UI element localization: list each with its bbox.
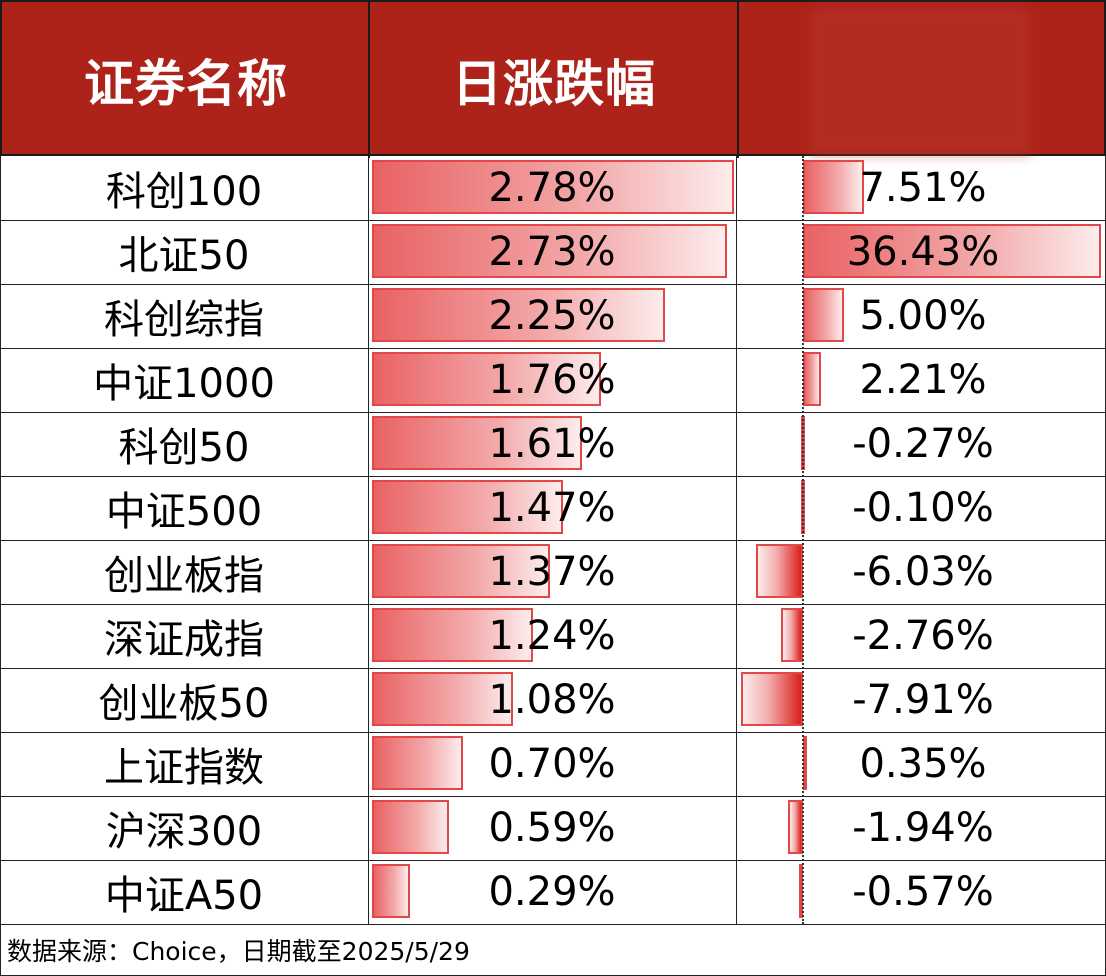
row-divider bbox=[0, 540, 1106, 541]
daily-change-bar bbox=[372, 864, 410, 918]
row-divider bbox=[0, 476, 1106, 477]
security-name: 中证A50 bbox=[104, 873, 264, 919]
daily-change-bar bbox=[372, 736, 463, 790]
security-name: 深证成指 bbox=[104, 617, 264, 663]
third-column-value: -0.27% bbox=[852, 421, 994, 467]
table-row: 科创100 2.78% 7.51% bbox=[0, 156, 1106, 220]
third-column-bar bbox=[803, 224, 1101, 278]
security-name: 沪深300 bbox=[105, 809, 263, 855]
row-divider bbox=[0, 412, 1106, 413]
row-divider bbox=[0, 668, 1106, 669]
security-name: 科创100 bbox=[105, 169, 263, 215]
daily-change-bar bbox=[372, 672, 513, 726]
table-row: 科创50 1.61% -0.27% bbox=[0, 412, 1106, 476]
third-column-value: -0.57% bbox=[852, 869, 994, 915]
table-header: 证券名称 日涨跌幅 bbox=[0, 0, 1106, 158]
security-name: 上证指数 bbox=[104, 745, 264, 791]
daily-change-value: 2.25% bbox=[488, 293, 616, 339]
security-name: 科创综指 bbox=[104, 297, 264, 343]
daily-change-bar bbox=[372, 608, 533, 662]
third-column-value: 7.51% bbox=[859, 165, 987, 211]
row-divider bbox=[0, 284, 1106, 285]
row-divider bbox=[0, 860, 1106, 861]
table-row: 上证指数 0.70% 0.35% bbox=[0, 732, 1106, 796]
third-column-value: -0.10% bbox=[852, 485, 994, 531]
row-divider bbox=[0, 732, 1106, 733]
third-column-bar bbox=[741, 672, 803, 726]
security-name: 北证50 bbox=[118, 233, 250, 279]
security-name: 科创50 bbox=[118, 425, 250, 471]
third-column-bar bbox=[803, 736, 807, 790]
daily-change-value: 1.08% bbox=[488, 677, 616, 723]
third-column-bar bbox=[788, 800, 803, 854]
column-divider bbox=[368, 156, 369, 924]
column-divider bbox=[0, 156, 1, 924]
daily-change-bar bbox=[372, 480, 563, 534]
table-row: 北证50 2.73% 36.43% bbox=[0, 220, 1106, 284]
row-divider bbox=[0, 348, 1106, 349]
daily-change-value: 0.59% bbox=[488, 805, 616, 851]
daily-change-bar bbox=[372, 544, 550, 598]
daily-change-bar bbox=[372, 800, 449, 854]
daily-change-bar bbox=[372, 160, 734, 214]
header-divider bbox=[368, 2, 370, 158]
row-divider bbox=[0, 220, 1106, 221]
daily-change-value: 1.61% bbox=[488, 421, 616, 467]
table-row: 创业板指 1.37% -6.03% bbox=[0, 540, 1106, 604]
table-row: 中证500 1.47% -0.10% bbox=[0, 476, 1106, 540]
security-name: 中证1000 bbox=[93, 361, 275, 407]
daily-change-bar bbox=[372, 352, 601, 406]
daily-change-value: 0.29% bbox=[488, 869, 616, 915]
daily-change-value: 2.78% bbox=[488, 165, 616, 211]
row-divider bbox=[0, 604, 1106, 605]
third-column-value: -1.94% bbox=[852, 805, 994, 851]
column-divider bbox=[736, 156, 737, 924]
third-column-value: -2.76% bbox=[852, 613, 994, 659]
zero-axis-line bbox=[802, 156, 804, 924]
daily-change-value: 1.76% bbox=[488, 357, 616, 403]
third-column-value: -7.91% bbox=[852, 677, 994, 723]
third-column-bar bbox=[756, 544, 803, 598]
third-column-value: -6.03% bbox=[852, 549, 994, 595]
source-note: 数据来源：Choice，日期截至2025/5/29 bbox=[0, 924, 1106, 976]
obscured-header-area bbox=[810, 8, 1030, 154]
third-column-bar bbox=[803, 352, 821, 406]
header-divider bbox=[737, 2, 739, 158]
header-daily-change: 日涨跌幅 bbox=[452, 55, 656, 113]
third-column-bar bbox=[781, 608, 803, 662]
table-row: 创业板50 1.08% -7.91% bbox=[0, 668, 1106, 732]
header-security-name: 证券名称 bbox=[84, 55, 288, 113]
daily-change-bar bbox=[372, 288, 665, 342]
daily-change-value: 1.37% bbox=[488, 549, 616, 595]
third-column-value: 2.21% bbox=[859, 357, 987, 403]
daily-change-bar bbox=[372, 224, 727, 278]
daily-change-value: 0.70% bbox=[488, 741, 616, 787]
daily-change-value: 1.47% bbox=[488, 485, 616, 531]
header-third-column bbox=[738, 2, 1106, 158]
table-row: 科创综指 2.25% 5.00% bbox=[0, 284, 1106, 348]
security-name: 创业板50 bbox=[98, 681, 270, 727]
daily-change-value: 2.73% bbox=[488, 229, 616, 275]
third-column-bar bbox=[803, 160, 864, 214]
security-name: 创业板指 bbox=[104, 553, 264, 599]
table-row: 中证A50 0.29% -0.57% bbox=[0, 860, 1106, 924]
third-column-value: 36.43% bbox=[846, 229, 1000, 275]
third-column-bar bbox=[803, 288, 844, 342]
security-name: 中证500 bbox=[105, 489, 263, 535]
third-column-value: 0.35% bbox=[859, 741, 987, 787]
row-divider bbox=[0, 796, 1106, 797]
table-row: 深证成指 1.24% -2.76% bbox=[0, 604, 1106, 668]
table-row: 中证1000 1.76% 2.21% bbox=[0, 348, 1106, 412]
daily-change-bar bbox=[372, 416, 582, 470]
third-column-value: 5.00% bbox=[859, 293, 987, 339]
daily-change-value: 1.24% bbox=[488, 613, 616, 659]
table-row: 沪深300 0.59% -1.94% bbox=[0, 796, 1106, 860]
